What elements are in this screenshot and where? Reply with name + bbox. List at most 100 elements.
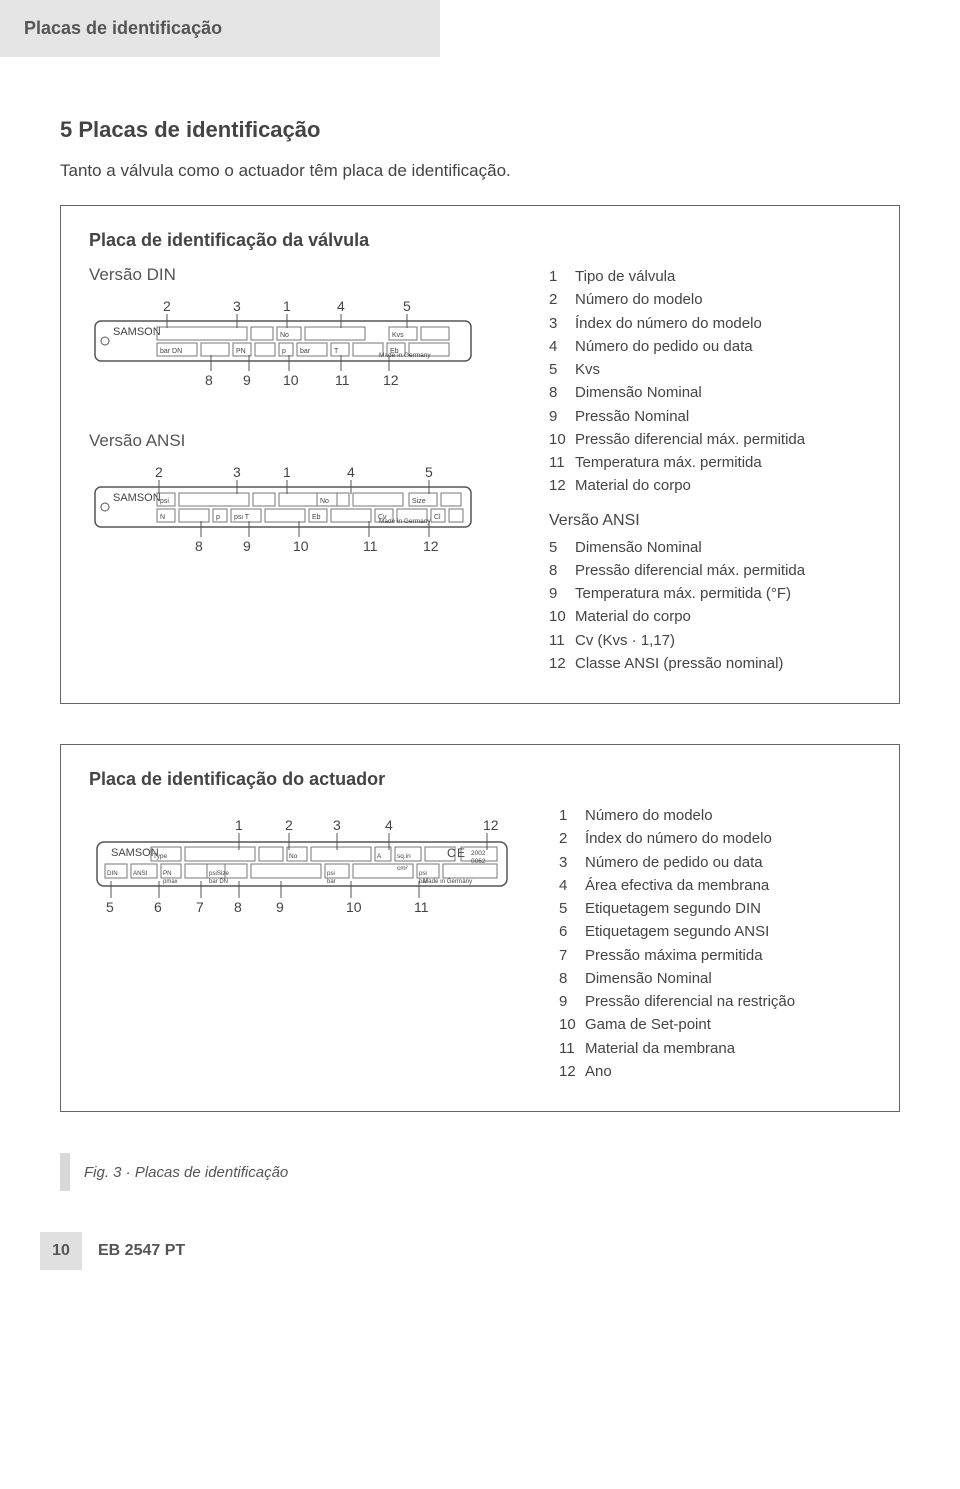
svg-text:E: E [457,846,465,860]
svg-text:psi: psi [327,870,335,877]
legend-item: 4Número do pedido ou data [549,335,871,358]
legend-item: 2Índex do número do modelo [559,827,871,850]
svg-text:Type: Type [153,853,167,860]
svg-text:SAMSON: SAMSON [113,492,161,504]
svg-text:4: 4 [347,464,355,480]
svg-text:cm²: cm² [397,865,409,872]
svg-text:Cl: Cl [434,514,441,521]
svg-text:10: 10 [293,538,309,554]
page-header: Placas de identificação [24,18,416,39]
valve-box-title: Placa de identificação da válvula [89,230,871,251]
svg-text:1: 1 [283,464,291,480]
figure-caption: Fig. 3 · Placas de identificação [84,1164,288,1181]
legend-item: 11Cv (Kvs · 1,17) [549,629,871,652]
section-title: 5 Placas de identificação [60,117,900,143]
svg-text:Eb: Eb [312,514,321,521]
svg-text:9: 9 [243,372,251,388]
legend-item: 9Temperatura máx. permitida (°F) [549,582,871,605]
svg-text:PN: PN [236,348,246,355]
svg-text:bar: bar [300,348,311,355]
svg-text:DIN: DIN [107,870,118,877]
svg-text:5: 5 [106,899,114,915]
svg-text:8: 8 [234,899,242,915]
svg-text:T: T [334,348,339,355]
legend-item: 8Dimensão Nominal [559,967,871,990]
svg-text:12: 12 [483,817,499,833]
svg-text:No: No [320,498,329,505]
svg-text:psiSize: psiSize [209,870,230,877]
svg-text:12: 12 [423,538,439,554]
doc-code: EB 2547 PT [98,1242,185,1260]
valve-id-box: Placa de identificação da válvula Versão… [60,205,900,704]
page-footer: 10 EB 2547 PT [40,1232,960,1270]
legend-item: 1Tipo de válvula [549,265,871,288]
legend-item: 7Pressão máxima permitida [559,944,871,967]
svg-text:3: 3 [333,817,341,833]
svg-text:PN: PN [163,870,172,877]
svg-text:6: 6 [154,899,162,915]
svg-text:3: 3 [233,298,241,314]
svg-text:pmax: pmax [163,879,178,885]
legend-item: 11Material da membrana [559,1037,871,1060]
svg-text:2: 2 [285,817,293,833]
svg-text:C: C [447,846,456,860]
legend-item: 10Gama de Set-point [559,1013,871,1036]
legend-item: 8Pressão diferencial máx. permitida [549,559,871,582]
svg-text:11: 11 [414,899,429,915]
svg-text:Made in Germany: Made in Germany [379,518,431,525]
svg-text:SAMSON: SAMSON [111,847,159,859]
legend-item: 12Classe ANSI (pressão nominal) [549,652,871,675]
legend-item: 1Número do modelo [559,804,871,827]
svg-text:11: 11 [363,538,378,554]
din-nameplate-diagram: SAMSONNoKvsbar DNPNpbarTEbMade in German… [89,293,509,413]
ansi-nameplate-diagram: SAMSONpsiNoSizeNppsi TEbCvClMade in Germ… [89,459,509,579]
svg-text:1: 1 [235,817,243,833]
breadcrumb: Placas de identificação [0,0,440,57]
actuator-nameplate-diagram: SAMSONTypeNoAsq.incm²CE20020062DINANSIPN… [89,808,529,958]
actuator-id-box: Placa de identificação do actuador SAMSO… [60,744,900,1112]
legend-item: 12Material do corpo [549,474,871,497]
svg-text:p: p [282,348,286,355]
svg-text:9: 9 [243,538,251,554]
svg-text:8: 8 [205,372,213,388]
page-number: 10 [40,1232,82,1270]
svg-text:4: 4 [385,817,393,833]
actuator-legend: 1Número do modelo2Índex do número do mod… [559,804,871,1083]
svg-text:bar: bar [327,879,336,885]
svg-text:SAMSON: SAMSON [113,326,161,338]
valve-legend: 1Tipo de válvula2Número do modelo3Índex … [549,265,871,498]
svg-text:psi: psi [419,870,427,877]
legend-item: 2Número do modelo [549,288,871,311]
svg-text:bar DN: bar DN [209,879,228,885]
svg-text:2: 2 [163,298,171,314]
legend-item: 11Temperatura máx. permitida [549,451,871,474]
svg-text:12: 12 [383,372,399,388]
actuator-box-title: Placa de identificação do actuador [89,769,871,790]
legend-item: 9Pressão diferencial na restrição [559,990,871,1013]
svg-text:bar DN: bar DN [160,348,182,355]
svg-text:10: 10 [346,899,362,915]
svg-text:No: No [280,332,289,339]
legend-item: 3Número de pedido ou data [559,851,871,874]
svg-text:Size: Size [412,498,426,505]
legend-item: 10Material do corpo [549,605,871,628]
svg-text:N: N [160,514,165,521]
svg-text:p: p [216,514,220,521]
legend-item: 3Índex do número do modelo [549,312,871,335]
svg-text:7: 7 [196,899,204,915]
ansi-legend-heading: Versão ANSI [549,512,871,530]
svg-text:5: 5 [403,298,411,314]
svg-text:A: A [377,853,382,860]
legend-item: 8Dimensão Nominal [549,381,871,404]
svg-text:9: 9 [276,899,284,915]
svg-text:sq.in: sq.in [397,853,411,860]
svg-text:Kvs: Kvs [392,332,404,339]
legend-item: 5Kvs [549,358,871,381]
svg-text:ANSI: ANSI [133,870,148,877]
svg-text:4: 4 [337,298,345,314]
legend-item: 5Etiquetagem segundo DIN [559,897,871,920]
svg-text:8: 8 [195,538,203,554]
legend-item: 10Pressão diferencial máx. permitida [549,428,871,451]
svg-text:5: 5 [425,464,433,480]
ansi-version-label: Versão ANSI [89,431,519,451]
